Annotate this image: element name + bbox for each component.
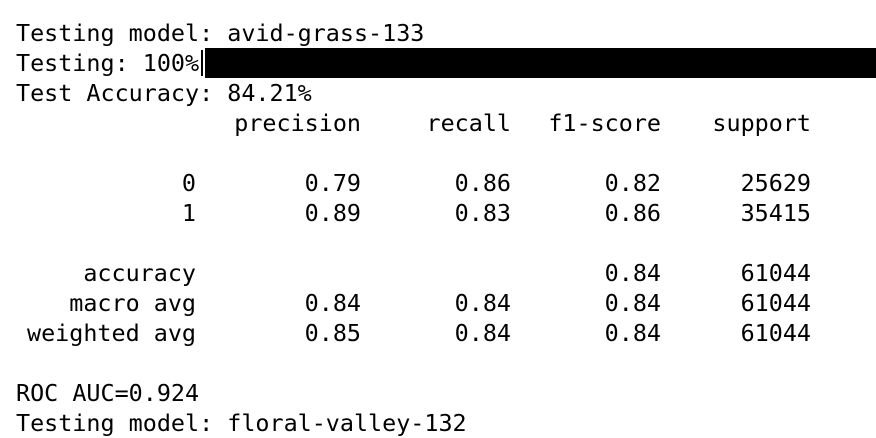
report-header-precision: precision — [234, 109, 361, 137]
report-summary-row: weighted avg 0.85 0.84 0.84 61044 — [16, 318, 876, 348]
report-row-recall: 0.86 — [454, 169, 511, 197]
testing-progress-fill — [205, 48, 876, 78]
report-header-f1-score: f1-score — [548, 109, 661, 137]
report-row-label: 1 — [181, 199, 196, 227]
blank-line — [16, 228, 876, 258]
report-summary-row: macro avg 0.84 0.84 0.84 61044 — [16, 288, 876, 318]
report-summary-f1: 0.84 — [604, 289, 661, 317]
report-summary-support: 61044 — [740, 319, 811, 347]
report-summary-f1: 0.84 — [604, 319, 661, 347]
blank-line — [16, 138, 876, 168]
report-row-f1: 0.86 — [604, 199, 661, 227]
report-summary-support: 61044 — [740, 259, 811, 287]
testing-progress-line: Testing: 100% — [16, 48, 876, 78]
roc-auc-line: ROC AUC=0.924 — [16, 379, 200, 407]
report-summary-row: accuracy 0.84 61044 — [16, 258, 876, 288]
report-row-recall: 0.83 — [454, 199, 511, 227]
previous-output-line — [16, 0, 876, 18]
report-row: 0 0.79 0.86 0.82 25629 — [16, 168, 876, 198]
next-model-line: Testing model: floral-valley-132 — [16, 409, 467, 437]
report-row-precision: 0.79 — [304, 169, 361, 197]
report-row-label: 0 — [181, 169, 196, 197]
report-row-f1: 0.82 — [604, 169, 661, 197]
terminal-output: Testing model: avid-grass-133 Testing: 1… — [16, 0, 876, 437]
report-summary-precision: 0.84 — [304, 289, 361, 317]
testing-progress-label: Testing: 100% — [16, 49, 200, 77]
report-summary-recall: 0.84 — [454, 319, 511, 347]
report-summary-f1: 0.84 — [604, 259, 661, 287]
report-summary-label: accuracy — [83, 259, 196, 287]
report-header-recall: recall — [426, 109, 512, 137]
report-summary-recall: 0.84 — [454, 289, 511, 317]
model-name-line: Testing model: avid-grass-133 — [16, 19, 425, 47]
report-summary-label: weighted avg — [27, 319, 196, 347]
report-row: 1 0.89 0.83 0.86 35415 — [16, 198, 876, 228]
report-summary-support: 61044 — [740, 289, 811, 317]
report-row-support: 35415 — [740, 199, 811, 227]
report-summary-precision: 0.85 — [304, 319, 361, 347]
report-summary-label: macro avg — [69, 289, 196, 317]
blank-line — [16, 348, 876, 378]
report-header-row: precision recall f1-score support — [16, 108, 876, 138]
testing-progress-bar — [205, 48, 876, 78]
report-row-precision: 0.89 — [304, 199, 361, 227]
test-accuracy-line: Test Accuracy: 84.21% — [16, 79, 312, 107]
report-row-support: 25629 — [740, 169, 811, 197]
report-header-support: support — [712, 109, 811, 137]
progress-bar-start-marker — [201, 50, 204, 76]
